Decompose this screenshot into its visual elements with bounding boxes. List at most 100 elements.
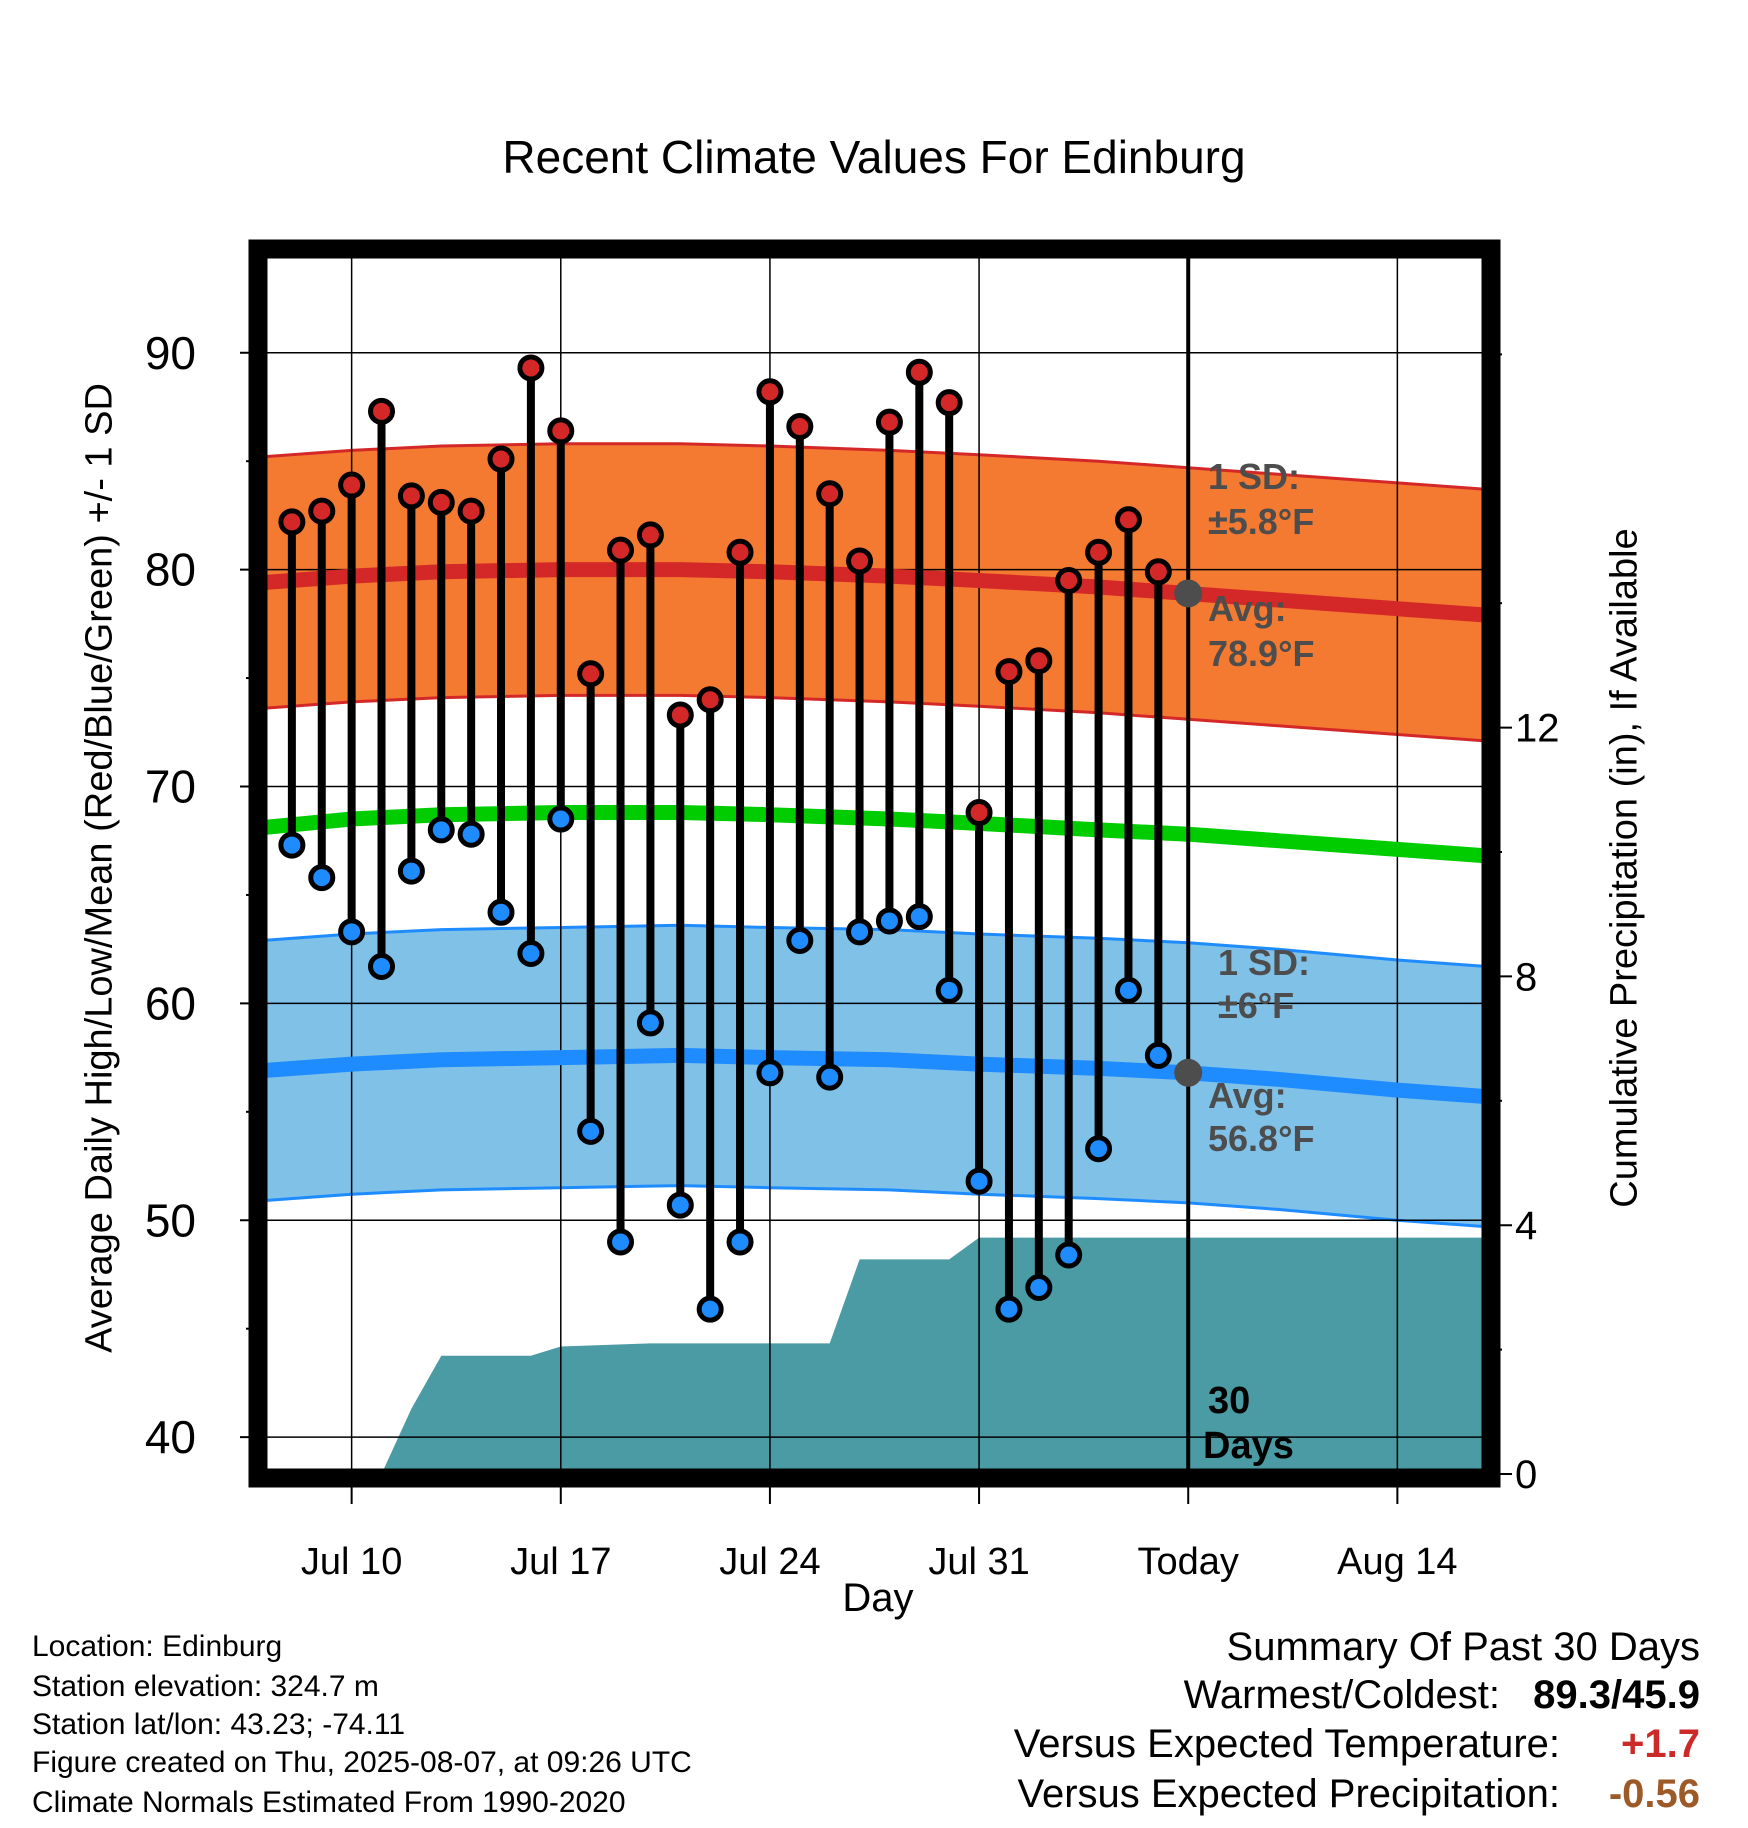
daily-high-point [547,417,575,445]
daily-low-point [636,1009,664,1037]
y2-axis-label: Cumulative Precipitation (in), If Availa… [1603,528,1646,1208]
daily-low-point [487,898,515,926]
daily-low-point [756,1059,784,1087]
daily-low-point [607,1228,635,1256]
daily-high-point [846,547,874,575]
summary-precip-label: Versus Expected Precipitation: [1017,1772,1560,1816]
daily-low-point [577,1117,605,1145]
x-tick-label: Today [1138,1541,1239,1583]
low-sd-label: 1 SD: [1218,942,1310,983]
low-sd-value: ±6°F [1218,985,1294,1026]
plot-frame [248,239,1501,1488]
info-created: Figure created on Thu, 2025-08-07, at 09… [32,1746,692,1779]
x-tick-label: Jul 17 [510,1541,611,1583]
summary-title: Summary Of Past 30 Days [1226,1625,1700,1669]
daily-high-point [905,358,933,386]
daily-low-point [666,1191,694,1219]
high-avg-label: Avg: [1208,588,1287,629]
daily-high-point [487,445,515,473]
x-tick-label: Aug 14 [1337,1541,1457,1583]
x-tick-label: Jul 31 [928,1541,1029,1583]
high-sd-label: 1 SD: [1208,456,1300,497]
daily-high-point [397,482,425,510]
today-avg-high-marker [1174,579,1203,608]
y-tick-label: 50 [145,1194,196,1246]
y-tick-label: 90 [145,327,196,379]
x-tick-label: Jul 24 [719,1541,820,1583]
daily-low-point [935,976,963,1004]
chart-title: Recent Climate Values For Edinburg [502,131,1246,183]
summary-warm-value: 89.3/45.9 [1533,1673,1700,1717]
daily-high-point [875,408,903,436]
daily-low-point [965,1167,993,1195]
daily-high-point [278,508,306,536]
daily-low-point [1144,1041,1172,1069]
daily-low-point [368,953,396,981]
info-latlon: Station lat/lon: 43.23; -74.11 [32,1708,406,1741]
daily-low-point [726,1228,754,1256]
summary-precip-value: -0.56 [1608,1772,1700,1816]
daily-high-point [1144,558,1172,586]
low-avg-value: 56.8°F [1208,1118,1314,1159]
daily-high-point [636,521,664,549]
daily-high-point [1055,566,1083,594]
daily-high-point [368,397,396,425]
info-normals: Climate Normals Estimated From 1990-2020 [32,1786,626,1819]
daily-high-point [457,497,485,525]
summary-warm-label: Warmest/Coldest: [1183,1673,1500,1717]
summary-warmest-coldest: Warmest/Coldest: 89.3/45.9 [1184,1673,1700,1718]
daily-high-point [935,389,963,417]
low-sd-band [262,925,1487,1227]
summary-temperature: Versus Expected Temperature: +1.7 [1014,1722,1700,1767]
daily-high-point [666,701,694,729]
y-tick-label: 80 [145,544,196,596]
daily-low-point [846,918,874,946]
y2-tick-label: 12 [1515,707,1560,751]
daily-high-point [427,488,455,516]
daily-high-point [696,686,724,714]
x-tick-label: Jul 10 [301,1541,402,1583]
y2-tick-label: 8 [1515,955,1537,999]
days-count-number: 30 [1208,1380,1250,1422]
y-tick-label: 60 [145,977,196,1029]
daily-high-point [1114,506,1142,534]
daily-low-point [816,1063,844,1091]
y-tick-label: 40 [145,1411,196,1463]
daily-high-point [338,471,366,499]
summary-temp-value: +1.7 [1621,1722,1700,1766]
daily-high-point [756,378,784,406]
daily-high-point [577,660,605,688]
daily-low-point [278,831,306,859]
summary-precipitation: Versus Expected Precipitation: -0.56 [1017,1772,1700,1817]
daily-low-point [995,1295,1023,1323]
today-avg-low-marker [1174,1058,1203,1087]
plot-area [262,253,1487,1474]
y-axis-label: Average Daily High/Low/Mean (Red/Blue/Gr… [78,383,121,1353]
high-sd-value: ±5.8°F [1208,501,1314,542]
daily-high-point [816,480,844,508]
y-tick-label: 70 [145,761,196,813]
daily-high-point [1025,647,1053,675]
daily-low-point [547,805,575,833]
low-sd-lower-line [262,1184,1487,1229]
daily-high-point [995,658,1023,686]
high-avg-value: 78.9°F [1208,633,1314,674]
daily-low-point [427,816,455,844]
daily-high-point [1085,538,1113,566]
daily-low-point [786,926,814,954]
y2-tick-label: 4 [1515,1204,1537,1248]
daily-low-point [696,1295,724,1323]
daily-high-point [786,412,814,440]
x-axis-label: Day [842,1576,914,1620]
daily-low-point [875,907,903,935]
daily-low-point [1025,1273,1053,1301]
daily-low-point [397,857,425,885]
daily-high-point [965,799,993,827]
high-sd-band [262,443,1487,741]
days-count-label: Days [1203,1425,1294,1467]
daily-low-point [1114,976,1142,1004]
daily-high-point [726,538,754,566]
y2-tick-label: 0 [1515,1453,1537,1497]
daily-low-point [1085,1135,1113,1163]
